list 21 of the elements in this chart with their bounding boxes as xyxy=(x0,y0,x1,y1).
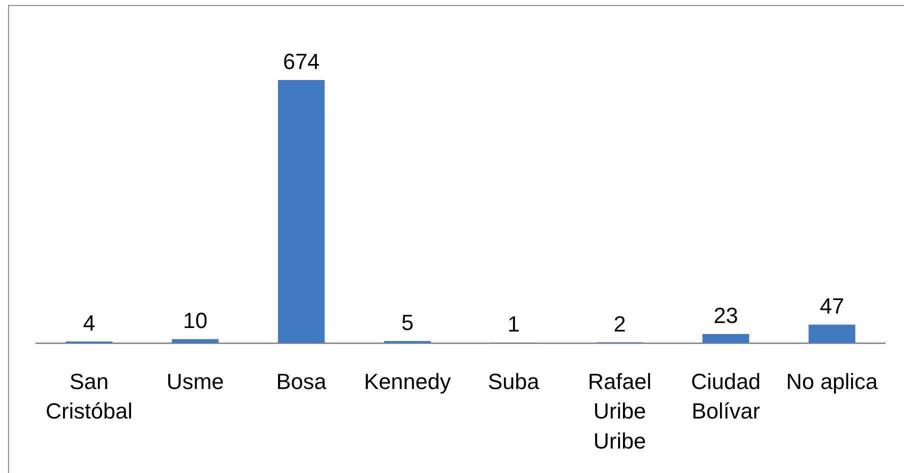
bar xyxy=(172,339,219,343)
data-label: 2 xyxy=(614,311,626,336)
x-tick-label: Bosa xyxy=(276,368,328,394)
x-tick-label: Usme xyxy=(166,368,224,394)
x-tick-label: Suba xyxy=(488,368,540,394)
x-tick-label: Kennedy xyxy=(364,368,451,394)
x-tick-label: Ciudad Bolívar xyxy=(690,368,761,424)
data-label: 1 xyxy=(507,312,520,337)
bar xyxy=(808,324,856,343)
bar xyxy=(702,334,750,343)
data-label: 47 xyxy=(820,294,844,319)
data-label: 10 xyxy=(182,308,208,334)
data-label: 5 xyxy=(401,310,414,336)
chart-frame: San Cristóbal Usme Bosa Kennedy Suba Rafael Uribe Uribe Ciudad Bolívar No aplica 4 10 674 5 1 2 23 47 xyxy=(8,5,904,473)
x-tick-label: San Cristóbal xyxy=(46,368,132,424)
x-tick-label: Rafael Uribe Uribe xyxy=(588,368,652,454)
data-label: 4 xyxy=(82,310,96,336)
data-label: 674 xyxy=(282,49,320,74)
x-tick-label: No aplica xyxy=(786,368,879,394)
data-label: 23 xyxy=(714,303,738,328)
bar xyxy=(278,80,325,343)
